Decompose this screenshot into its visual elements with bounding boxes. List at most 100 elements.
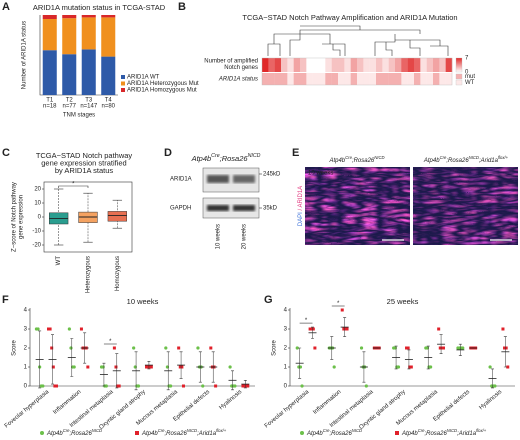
timepoint-label: 10 weeks	[308, 171, 333, 177]
box	[107, 211, 127, 222]
panel-label: D	[164, 147, 172, 159]
error-caps	[330, 336, 334, 360]
bar-segment	[42, 15, 57, 19]
heat-cell	[433, 58, 440, 72]
heat-cell	[420, 58, 427, 72]
heat-cell	[376, 58, 383, 72]
data-point	[393, 346, 397, 350]
bar-segment	[42, 50, 57, 95]
text-segment: Atp4b	[306, 431, 323, 437]
axes	[289, 308, 515, 387]
heat-cell	[426, 58, 434, 72]
data-point	[53, 384, 57, 388]
y-tick-label: -20	[32, 243, 41, 249]
bar-segment	[81, 49, 96, 95]
error-caps	[166, 351, 170, 391]
heat-cell	[306, 58, 313, 72]
data-point	[86, 365, 90, 369]
data-point	[47, 327, 50, 331]
heat-cell	[439, 58, 446, 72]
heat-cell	[312, 58, 320, 72]
stain-label: DAPI / ARID1A	[298, 186, 304, 226]
data-point	[298, 365, 303, 369]
text-segment: ;Rosa26	[220, 154, 249, 163]
heat-cell	[293, 58, 301, 72]
text-segment: ;Rosa26	[352, 158, 375, 164]
bar-segment	[81, 15, 96, 18]
dendrogram	[267, 25, 449, 56]
y-axis-label: Score	[12, 340, 18, 356]
chart-title: ARID1A mutation status in TCGA-STAD	[33, 3, 166, 12]
heat-cell	[338, 58, 345, 72]
bar-segment	[101, 15, 116, 18]
error-caps	[70, 338, 74, 377]
status-cell	[293, 73, 301, 85]
size-label: 35kD	[263, 206, 278, 212]
text-segment: flox/+	[476, 428, 487, 433]
text-segment: NICD	[187, 428, 197, 433]
data-point	[313, 346, 317, 350]
category-note: n=147	[80, 104, 98, 110]
y-axis-label: Score	[272, 340, 278, 356]
y-axis-label: Z−score of Notch pathway	[12, 182, 18, 252]
bar-segment	[81, 17, 96, 50]
text-segment: /	[298, 208, 304, 213]
data-point	[67, 327, 71, 331]
status-cell	[376, 73, 383, 85]
legend-label: Atp4bCre;Rosa26NICD;Arid1aflox/+	[401, 428, 487, 437]
y-tick-label: 4	[24, 308, 28, 314]
data-point	[41, 384, 45, 388]
x-tick-label: Foveolar hyperplasia	[4, 389, 51, 430]
heatmap-frame	[261, 57, 453, 86]
y-tick-label: 10	[34, 201, 41, 207]
data-point	[246, 384, 250, 388]
y-tick-label: 4	[284, 308, 288, 314]
data-point	[146, 365, 150, 369]
status-cell	[439, 73, 446, 85]
row-label: Notch genes	[224, 65, 258, 71]
text-segment: ;Rosa26	[446, 158, 469, 164]
chart-title: by ARID1A status	[55, 166, 114, 175]
data-point	[461, 346, 465, 350]
protein-label: GAPDH	[170, 206, 191, 212]
text-segment: Cre	[63, 428, 70, 433]
error-caps	[243, 380, 247, 389]
data-point	[396, 365, 401, 369]
data-point	[241, 384, 245, 388]
data-point	[342, 327, 346, 331]
category-note: n=18	[43, 104, 57, 110]
heat-cell	[363, 58, 370, 72]
status-cell	[426, 73, 434, 85]
x-tick-label: Hyalinosis	[218, 389, 243, 411]
text-segment: ;Rosa26	[424, 431, 447, 437]
data-point	[506, 365, 510, 369]
error-caps	[51, 334, 54, 385]
status-cell	[331, 73, 339, 85]
y-tick-label: 3	[284, 327, 288, 333]
data-point	[501, 327, 505, 331]
size-label: 245kD	[263, 172, 281, 178]
lane-label: 20 weeks	[242, 224, 248, 249]
chart-title: 10 weeks	[127, 297, 159, 306]
bar-segment	[101, 56, 116, 95]
y-tick-label: 0	[284, 384, 288, 390]
legend-label: Atp4bCre;Rosa26NICD	[306, 428, 362, 437]
legend-swatch	[121, 81, 125, 86]
legend-label: mut	[465, 74, 475, 80]
heat-cell	[331, 58, 339, 72]
error-caps	[458, 343, 462, 356]
text-segment: NICD	[92, 428, 102, 433]
y-axis-label: Number of ARID1A status	[22, 21, 28, 89]
data-point	[364, 384, 368, 388]
y-tick-label: 1	[24, 365, 28, 371]
x-tick-label: T1	[46, 98, 54, 104]
data-point	[405, 346, 409, 350]
legend-swatch	[121, 88, 125, 92]
heat-cell	[369, 58, 377, 72]
category-note: n=80	[101, 104, 115, 110]
data-point	[196, 346, 200, 350]
bar-segment	[62, 54, 77, 95]
text-segment: ;Arid1a	[479, 158, 499, 164]
data-point	[310, 327, 314, 331]
